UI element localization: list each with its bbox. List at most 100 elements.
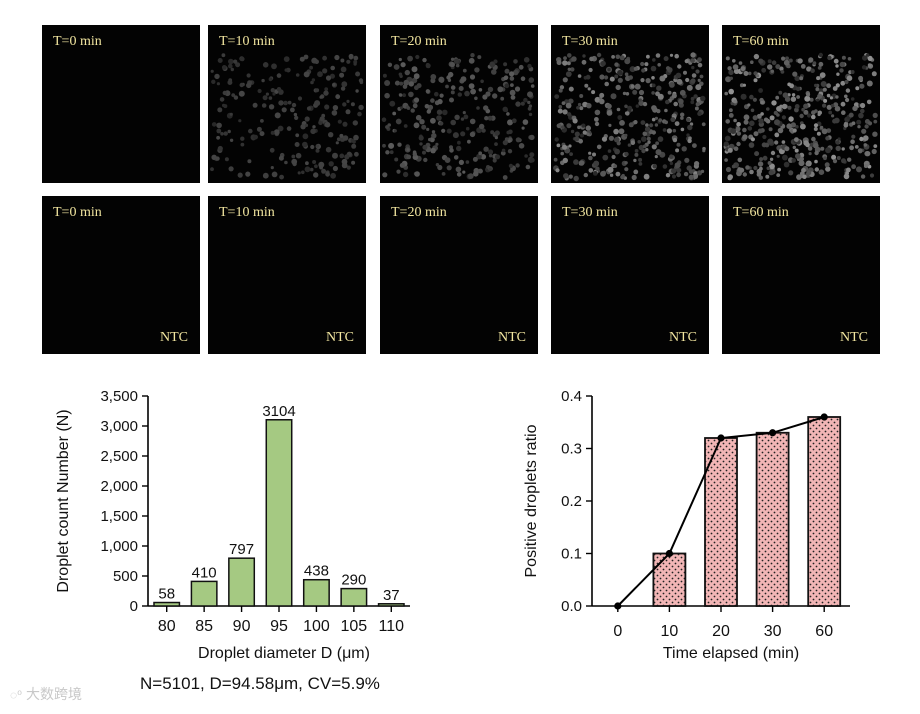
droplet: [309, 167, 314, 172]
droplet: [697, 62, 703, 68]
droplet: [399, 81, 404, 86]
droplet: [835, 83, 840, 88]
droplet: [579, 94, 584, 98]
droplet: [446, 128, 452, 134]
droplet: [827, 55, 832, 61]
droplet: [781, 56, 786, 61]
droplet: [841, 158, 846, 164]
droplet: [642, 131, 648, 137]
droplet: [768, 169, 774, 176]
droplet: [233, 95, 239, 100]
droplet: [581, 59, 587, 65]
droplet: [281, 107, 287, 113]
droplet: [563, 56, 567, 60]
droplet: [763, 117, 769, 122]
droplet: [385, 150, 390, 155]
droplet-image: [723, 52, 878, 181]
droplet: [818, 61, 824, 67]
droplet: [315, 144, 320, 148]
droplet: [627, 143, 632, 147]
droplet: [654, 123, 659, 127]
droplet: [860, 108, 865, 114]
droplet: [389, 100, 396, 107]
droplet: [867, 63, 872, 67]
droplet: [587, 87, 591, 91]
droplet: [419, 142, 423, 146]
droplet: [358, 78, 364, 83]
droplet: [676, 78, 683, 85]
droplet: [671, 174, 677, 179]
droplet: [578, 138, 583, 144]
droplet: [321, 168, 327, 174]
droplet: [522, 119, 529, 125]
droplet: [565, 102, 572, 109]
droplet: [783, 59, 790, 66]
time-label: T=30 min: [562, 205, 618, 220]
droplet: [780, 70, 785, 74]
droplet: [614, 136, 620, 143]
droplet: [276, 73, 282, 78]
droplet: [786, 123, 792, 129]
droplet: [515, 137, 521, 143]
droplet: [832, 159, 838, 164]
droplet: [840, 101, 846, 107]
droplet: [431, 130, 436, 134]
droplet: [310, 144, 315, 150]
droplet: [769, 157, 774, 161]
droplet: [510, 95, 516, 100]
droplet: [861, 65, 867, 70]
bar: [190, 580, 218, 607]
droplet: [467, 139, 471, 144]
droplet: [847, 157, 852, 162]
droplet: [487, 149, 494, 155]
droplet: [796, 95, 800, 99]
droplet: [573, 175, 579, 182]
droplet: [430, 117, 436, 124]
droplet: [700, 95, 706, 102]
droplet: [418, 135, 424, 141]
droplet: [492, 158, 497, 163]
droplet: [733, 118, 737, 123]
droplet: [228, 63, 233, 69]
droplet: [591, 90, 596, 95]
droplet: [762, 155, 768, 161]
droplet: [803, 109, 809, 115]
droplet: [442, 109, 448, 116]
droplet: [353, 62, 357, 66]
droplet: [494, 136, 498, 140]
droplet: [792, 71, 798, 77]
bar: [807, 416, 842, 607]
droplet: [435, 163, 440, 167]
droplet: [304, 116, 310, 122]
droplet: [596, 52, 602, 58]
droplet: [674, 53, 679, 59]
droplet: [279, 174, 284, 180]
droplet: [628, 75, 633, 80]
droplet: [588, 168, 594, 173]
droplet: [270, 130, 275, 135]
droplet: [405, 105, 410, 109]
droplet: [680, 127, 685, 132]
droplet: [846, 75, 853, 81]
droplet: [476, 106, 480, 110]
droplet: [248, 128, 253, 134]
droplet: [271, 63, 277, 70]
droplet: [782, 154, 788, 161]
droplet: [382, 143, 386, 148]
droplet: [757, 128, 763, 134]
y-tick-label: 3,000: [100, 418, 138, 435]
bar: [153, 601, 181, 607]
droplet: [655, 141, 659, 146]
droplet: [731, 164, 736, 169]
droplet: [411, 66, 418, 73]
droplet: [324, 104, 330, 110]
droplet: [227, 80, 233, 85]
droplet: [480, 154, 487, 160]
droplet: [788, 170, 794, 176]
droplet: [278, 155, 284, 161]
droplet: [831, 154, 837, 160]
droplet: [342, 135, 349, 141]
droplet: [831, 114, 835, 118]
droplet: [589, 56, 594, 62]
droplet: [835, 145, 841, 152]
